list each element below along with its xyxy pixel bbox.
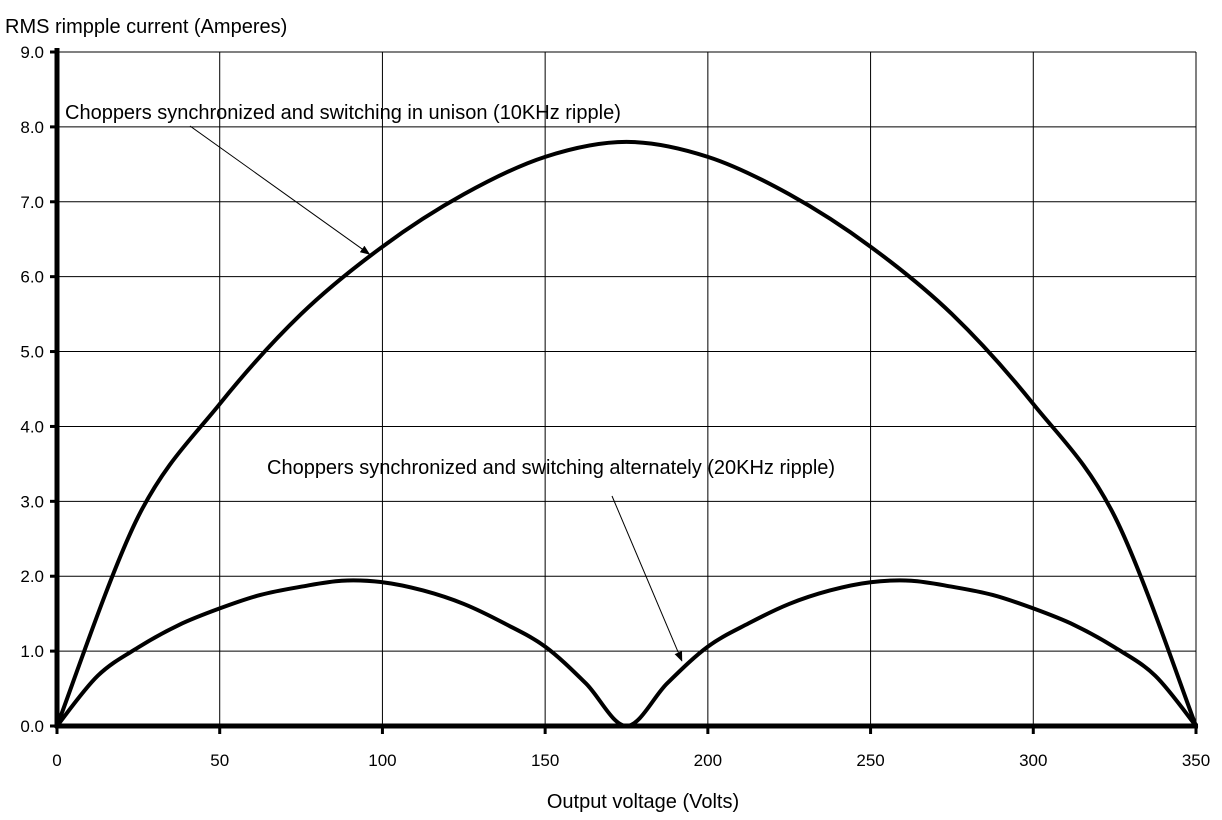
annotation-layer: Choppers synchronized and switching in u…: [65, 102, 835, 662]
y-tick-label: 4.0: [20, 417, 44, 436]
grid-layer: [57, 51, 1197, 726]
x-tick-label: 0: [52, 751, 61, 770]
y-tick-label: 6.0: [20, 268, 44, 287]
y-tick-label: 9.0: [20, 43, 44, 62]
annotation-label: Choppers synchronized and switching in u…: [65, 102, 621, 124]
y-tick-label: 5.0: [20, 343, 44, 362]
annotation-arrow: [611, 495, 683, 662]
x-tick-label: 350: [1182, 751, 1210, 770]
y-tick-label: 3.0: [20, 492, 44, 511]
y-tick-label: 1.0: [20, 642, 44, 661]
y-tick-label: 0.0: [20, 717, 44, 736]
y-tick-label: 7.0: [20, 193, 44, 212]
series-line-20khz: [55, 578, 1198, 728]
axis-layer: 0.0 1.0 2.0 3.0 4.0 5.0 6.0 7.0 8.0 9.0 0 50 100 150 2…: [20, 43, 1210, 770]
x-axis-title: Output voltage (Volts): [547, 791, 739, 813]
x-tick-label: 150: [531, 751, 559, 770]
x-tick-label: 50: [210, 751, 229, 770]
x-tick-label: 200: [694, 751, 722, 770]
series-layer: [55, 139, 1198, 728]
annotation-arrow: [189, 125, 371, 255]
x-tick-label: 100: [368, 751, 396, 770]
x-tick-label: 300: [1019, 751, 1047, 770]
y-tick-label: 2.0: [20, 567, 44, 586]
x-tick-label: 250: [856, 751, 884, 770]
series-line-10khz: [55, 139, 1198, 728]
y-tick-label: 8.0: [20, 118, 44, 137]
y-axis-title: RMS rimpple current (Amperes): [5, 16, 287, 38]
annotation-label: Choppers synchronized and switching alte…: [267, 457, 835, 479]
